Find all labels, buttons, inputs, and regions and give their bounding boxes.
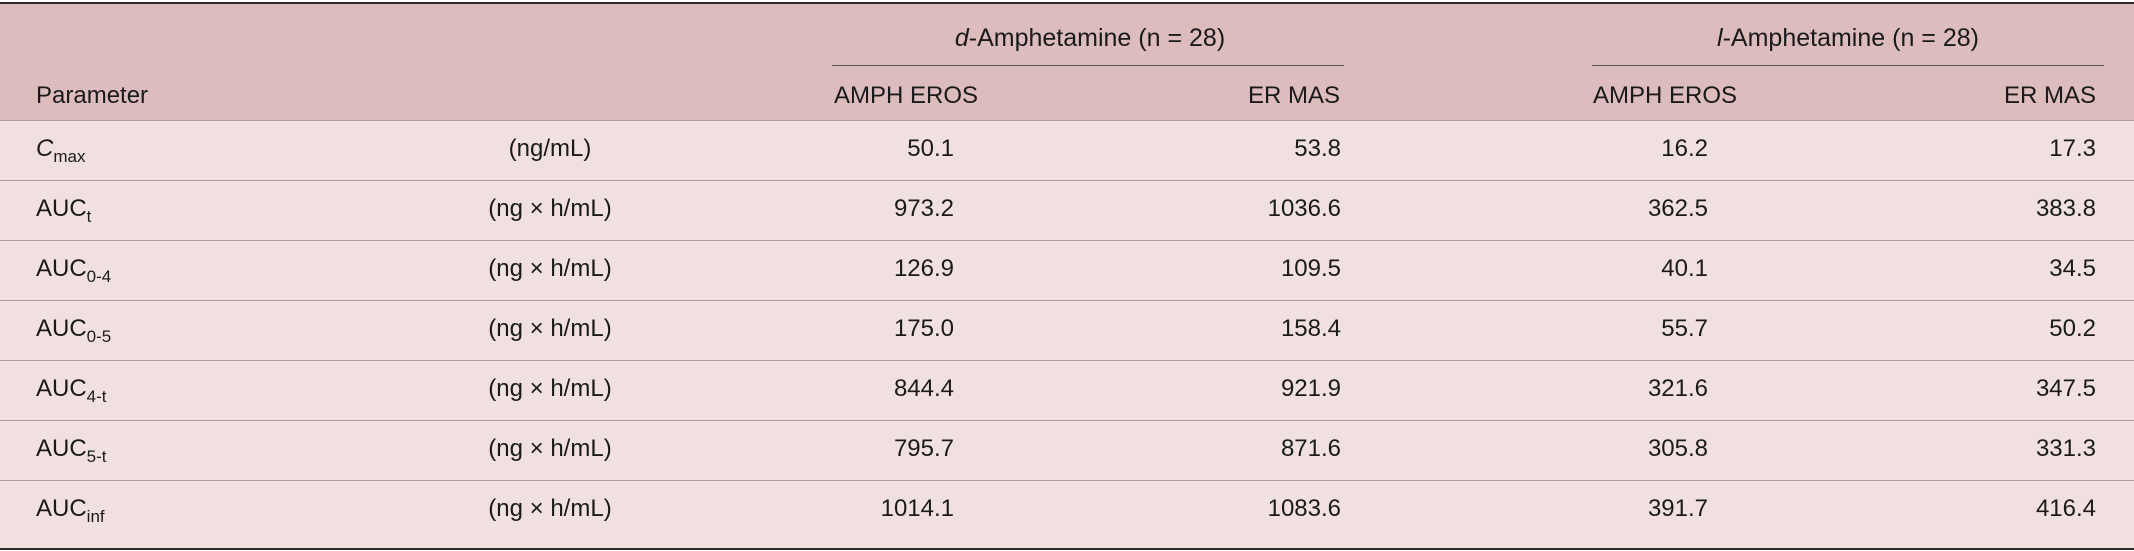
param-name: AUC5-t xyxy=(36,435,107,466)
value-l-er-mas: 17.3 xyxy=(2049,135,2096,162)
table-row: AUC5-t (ng × h/mL) 795.7 871.6 305.8 331… xyxy=(0,420,2134,480)
group-rule-l xyxy=(1592,65,2104,66)
value-l-amph-eros: 40.1 xyxy=(1661,255,1708,282)
value-l-amph-eros: 55.7 xyxy=(1661,315,1708,342)
group-rule-d xyxy=(832,65,1344,66)
param-base: AUC xyxy=(36,255,87,282)
value-l-er-mas: 383.8 xyxy=(2035,195,2096,222)
value-d-amph-eros: 1014.1 xyxy=(880,495,954,522)
param-sub: 0-4 xyxy=(86,267,112,286)
value-d-er-mas: 158.4 xyxy=(1280,315,1341,342)
table-header: d-Amphetamine (n = 28) l-Amphetamine (n … xyxy=(0,4,2134,120)
value-d-er-mas: 53.8 xyxy=(1294,135,1341,162)
table-row: AUCinf (ng × h/mL) 1014.1 1083.6 391.7 4… xyxy=(0,480,2134,548)
param-name: AUC4-t xyxy=(36,375,107,406)
param-unit: (ng/mL) xyxy=(508,135,592,162)
param-name: Cmax xyxy=(36,135,86,166)
table-row: Cmax (ng/mL) 50.1 53.8 16.2 17.3 xyxy=(0,120,2134,180)
group-drug-d: d xyxy=(954,24,969,52)
param-unit: (ng × h/mL) xyxy=(488,315,612,342)
param-sub: t xyxy=(86,207,92,226)
group-title-d-amphetamine: d-Amphetamine (n = 28) xyxy=(835,24,1345,53)
param-name: AUC0-5 xyxy=(36,315,112,346)
param-name: AUCt xyxy=(36,195,92,226)
param-base: AUC xyxy=(36,435,87,462)
table-row: AUC0-5 (ng × h/mL) 175.0 158.4 55.7 50.2 xyxy=(0,300,2134,360)
param-unit: (ng × h/mL) xyxy=(488,495,612,522)
table-row: AUC0-4 (ng × h/mL) 126.9 109.5 40.1 34.5 xyxy=(0,240,2134,300)
param-base: AUC xyxy=(36,195,87,222)
col-header-l-amph-eros: AMPH EROS xyxy=(1593,82,1738,109)
value-d-er-mas: 1083.6 xyxy=(1267,495,1341,522)
value-d-er-mas: 109.5 xyxy=(1280,255,1341,282)
col-header-d-amph-eros: AMPH EROS xyxy=(834,82,979,109)
table-row: AUC4-t (ng × h/mL) 844.4 921.9 321.6 347… xyxy=(0,360,2134,420)
param-base: AUC xyxy=(36,315,87,342)
param-sub: 5-t xyxy=(86,447,107,466)
value-d-amph-eros: 50.1 xyxy=(907,135,954,162)
value-d-amph-eros: 973.2 xyxy=(893,195,954,222)
value-l-amph-eros: 16.2 xyxy=(1661,135,1708,162)
table-row: AUCt (ng × h/mL) 973.2 1036.6 362.5 383.… xyxy=(0,180,2134,240)
value-l-er-mas: 416.4 xyxy=(2035,495,2096,522)
value-l-er-mas: 347.5 xyxy=(2035,375,2096,402)
param-sub: max xyxy=(53,147,86,166)
value-l-er-mas: 50.2 xyxy=(2049,315,2096,342)
param-sub: 4-t xyxy=(86,387,107,406)
param-base: AUC xyxy=(36,495,87,522)
value-l-amph-eros: 391.7 xyxy=(1647,495,1708,522)
param-sub: 0-5 xyxy=(86,327,112,346)
col-header-l-er-mas: ER MAS xyxy=(2003,82,2096,109)
value-d-amph-eros: 795.7 xyxy=(893,435,954,462)
value-d-er-mas: 1036.6 xyxy=(1267,195,1341,222)
param-unit: (ng × h/mL) xyxy=(488,435,612,462)
value-d-amph-eros: 844.4 xyxy=(893,375,954,402)
group-title-l-amphetamine: l-Amphetamine (n = 28) xyxy=(1593,24,2103,53)
value-l-er-mas: 34.5 xyxy=(2049,255,2096,282)
parameter-header: Parameter xyxy=(36,82,149,109)
param-base: C xyxy=(36,135,54,162)
param-unit: (ng × h/mL) xyxy=(488,195,612,222)
param-unit: (ng × h/mL) xyxy=(488,375,612,402)
value-d-amph-eros: 175.0 xyxy=(893,315,954,342)
param-unit: (ng × h/mL) xyxy=(488,255,612,282)
value-d-er-mas: 871.6 xyxy=(1280,435,1341,462)
table-bottom-rule xyxy=(0,548,2134,550)
table-top-rule xyxy=(0,2,2134,4)
value-l-er-mas: 331.3 xyxy=(2035,435,2096,462)
value-d-amph-eros: 126.9 xyxy=(893,255,954,282)
param-name: AUCinf xyxy=(36,495,105,526)
value-l-amph-eros: 362.5 xyxy=(1647,195,1708,222)
param-name: AUC0-4 xyxy=(36,255,112,286)
col-header-d-er-mas: ER MAS xyxy=(1247,82,1340,109)
value-l-amph-eros: 305.8 xyxy=(1647,435,1708,462)
value-d-er-mas: 921.9 xyxy=(1280,375,1341,402)
param-sub: inf xyxy=(86,507,105,526)
group-name-d: -Amphetamine (n = 28) xyxy=(968,24,1226,52)
value-l-amph-eros: 321.6 xyxy=(1647,375,1708,402)
group-drug-l: l xyxy=(1717,24,1723,52)
param-base: AUC xyxy=(36,375,87,402)
group-name-l: -Amphetamine (n = 28) xyxy=(1722,24,1979,52)
